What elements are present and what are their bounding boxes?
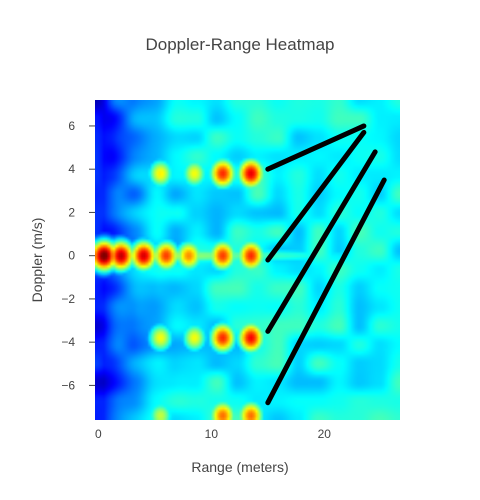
y-tick-label: 0 <box>68 249 75 263</box>
y-tick-label: −4 <box>61 335 75 349</box>
plot-area <box>95 100 400 420</box>
overlay-line-1 <box>265 123 367 172</box>
overlay-line-3 <box>265 149 378 334</box>
overlay-lines <box>265 123 387 406</box>
y-axis-ticks: 6 4 2 0 −2 −4 −6 <box>61 119 95 392</box>
x-axis-title: Range (meters) <box>191 459 288 475</box>
overlay-line-4 <box>265 177 387 406</box>
y-tick-label: 6 <box>68 119 75 133</box>
x-tick-label: 20 <box>318 427 332 441</box>
x-tick-label: 10 <box>205 427 219 441</box>
y-tick-label: 4 <box>68 162 75 176</box>
y-tick-label: 2 <box>68 205 75 219</box>
y-tick-label: −6 <box>61 378 75 392</box>
y-tick-label: −2 <box>61 292 75 306</box>
x-axis-ticks: 0 10 20 <box>95 427 331 441</box>
chart-title: Doppler-Range Heatmap <box>146 35 335 54</box>
y-axis-title: Doppler (m/s) <box>29 218 45 303</box>
overlay-line-2 <box>265 129 367 263</box>
x-tick-label: 0 <box>95 427 102 441</box>
